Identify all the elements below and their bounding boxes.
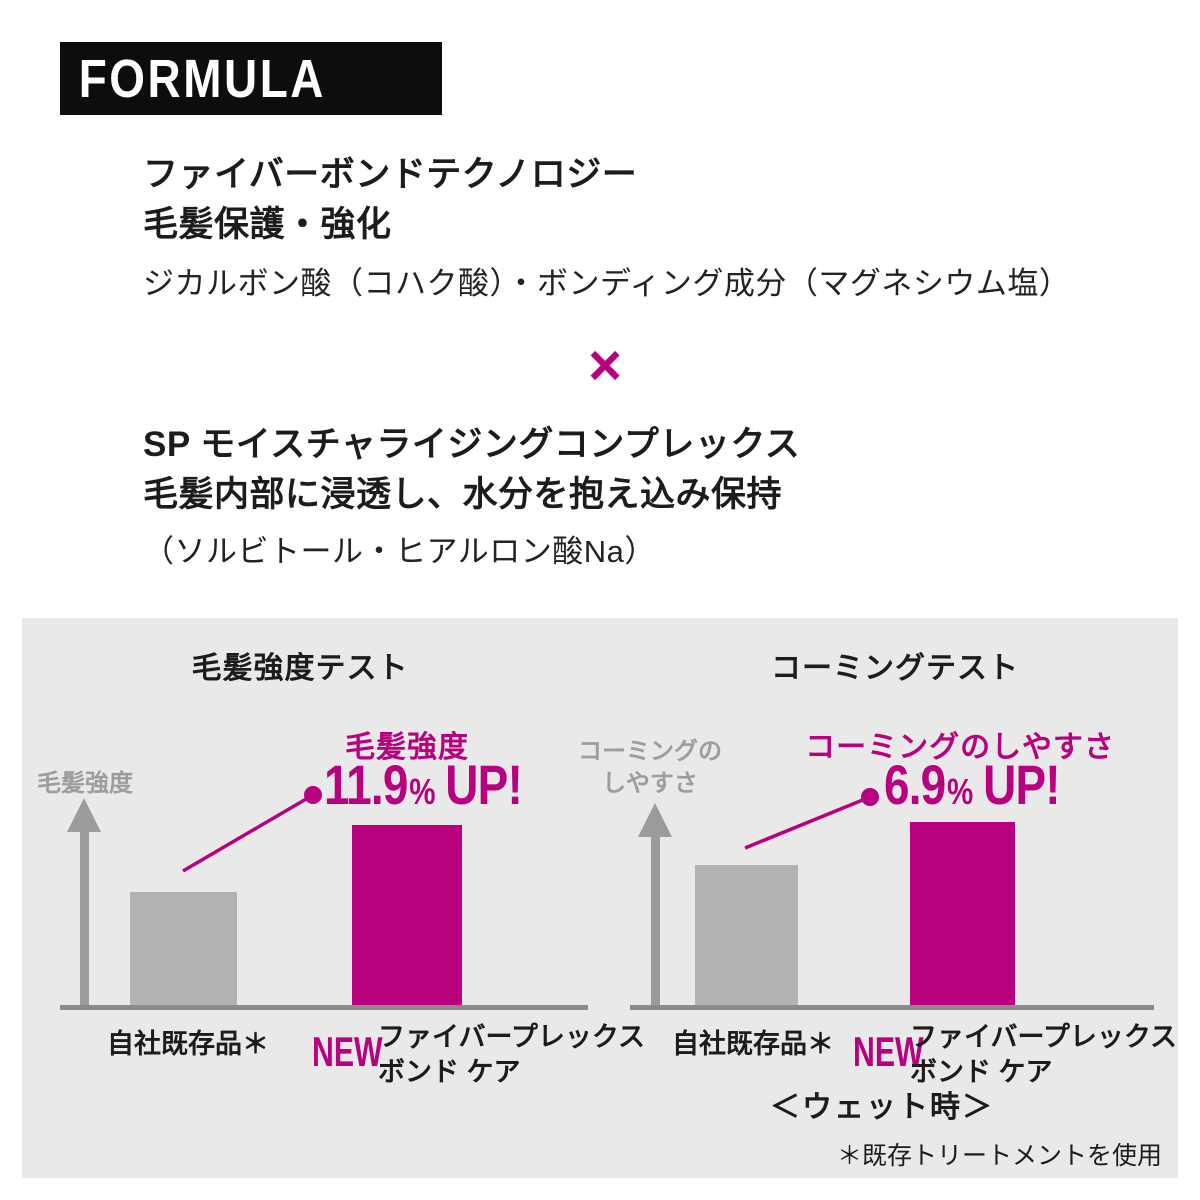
left-leader-dot-icon [304, 786, 322, 804]
right-annotation-number: 6.9 [884, 753, 946, 816]
left-category-new-line2: ボンド ケア [378, 1056, 521, 1087]
right-category-new-line1: ファイバープレックス [910, 1022, 1178, 1052]
right-chart-ylabel: コーミングの しやすさ [550, 736, 750, 801]
right-new-badge: NEW [853, 1028, 924, 1075]
footnote: ＊既存トリートメントを使用 [836, 1142, 1162, 1170]
formula-banner: FORMULA [60, 42, 442, 115]
right-bar-new [910, 822, 1015, 1005]
left-chart-ylabel: 毛髪強度 [37, 770, 133, 797]
right-chart-ylabel-line2: しやすさ [602, 770, 698, 798]
left-annotation-value: 11.9% UP! [324, 752, 523, 817]
right-axis-baseline [630, 1005, 1154, 1010]
tech2-title-line1: SP モイスチャライジングコンプレックス [143, 425, 801, 464]
right-annotation-suffix: UP! [983, 753, 1060, 816]
left-category-existing: 自社既存品＊ [107, 1029, 269, 1059]
tech2-subtitle: （ソルビトール・ヒアルロン酸Na） [143, 534, 656, 569]
left-axis-shaft [80, 830, 89, 1007]
right-category-new-line2: ボンド ケア [910, 1056, 1053, 1087]
left-axis-baseline [60, 1005, 588, 1010]
left-annotation-unit: % [409, 771, 436, 812]
right-leader-dot-icon [861, 788, 879, 806]
right-bar-existing [695, 865, 798, 1005]
left-annotation-number: 11.9 [324, 753, 408, 816]
tech1-title: ファイバーボンドテクノロジー 毛髪保護・強化 [143, 150, 637, 249]
right-annotation-label: コーミングのしやすさ [805, 731, 1115, 764]
left-annotation-label: 毛髪強度 [345, 731, 469, 764]
left-category-new: ファイバープレックス ボンド ケア [378, 1020, 645, 1089]
right-annotation-value: 6.9% UP! [884, 752, 1061, 817]
right-chart-ylabel-line1: コーミングの [578, 738, 722, 765]
tech1-title-line1: ファイバーボンドテクノロジー [143, 155, 638, 194]
right-category-new: ファイバープレックス ボンド ケア [910, 1020, 1177, 1089]
tech2-title-line2: 毛髪内部に浸透し、水分を抱え込み保持 [143, 474, 783, 514]
tech1-title-line2: 毛髪保護・強化 [143, 204, 392, 244]
right-axis-arrow-icon [638, 803, 672, 837]
left-category-new-line1: ファイバープレックス [378, 1022, 646, 1052]
left-leader-line [182, 793, 314, 873]
tech2-title: SP モイスチャライジングコンプレックス 毛髪内部に浸透し、水分を抱え込み保持 [143, 420, 800, 519]
formula-banner-label: FORMULA [78, 48, 327, 109]
test-results-panel: 毛髪強度テスト コーミングテスト 毛髪強度 コーミングの しやすさ 毛髪強度 [22, 618, 1178, 1178]
right-leader-line [744, 795, 871, 850]
left-new-badge: NEW [312, 1028, 383, 1075]
left-axis-arrow-icon [67, 798, 101, 832]
tech1-subtitle: ジカルボン酸（コハク酸）・ボンディング成分（マグネシウム塩） [143, 266, 1071, 301]
multiply-icon: × [588, 332, 622, 398]
right-category-existing: 自社既存品＊ [672, 1029, 834, 1059]
right-chart-title: コーミングテスト [771, 652, 1019, 685]
right-axis-shaft [651, 835, 660, 1007]
left-annotation-suffix: UP! [445, 753, 522, 816]
left-bar-existing [130, 892, 237, 1005]
wet-condition-note: ＜ウェット時＞ [770, 1091, 994, 1124]
left-chart-title: 毛髪強度テスト [191, 652, 409, 685]
right-annotation-unit: % [947, 771, 974, 812]
left-bar-new [352, 825, 462, 1005]
